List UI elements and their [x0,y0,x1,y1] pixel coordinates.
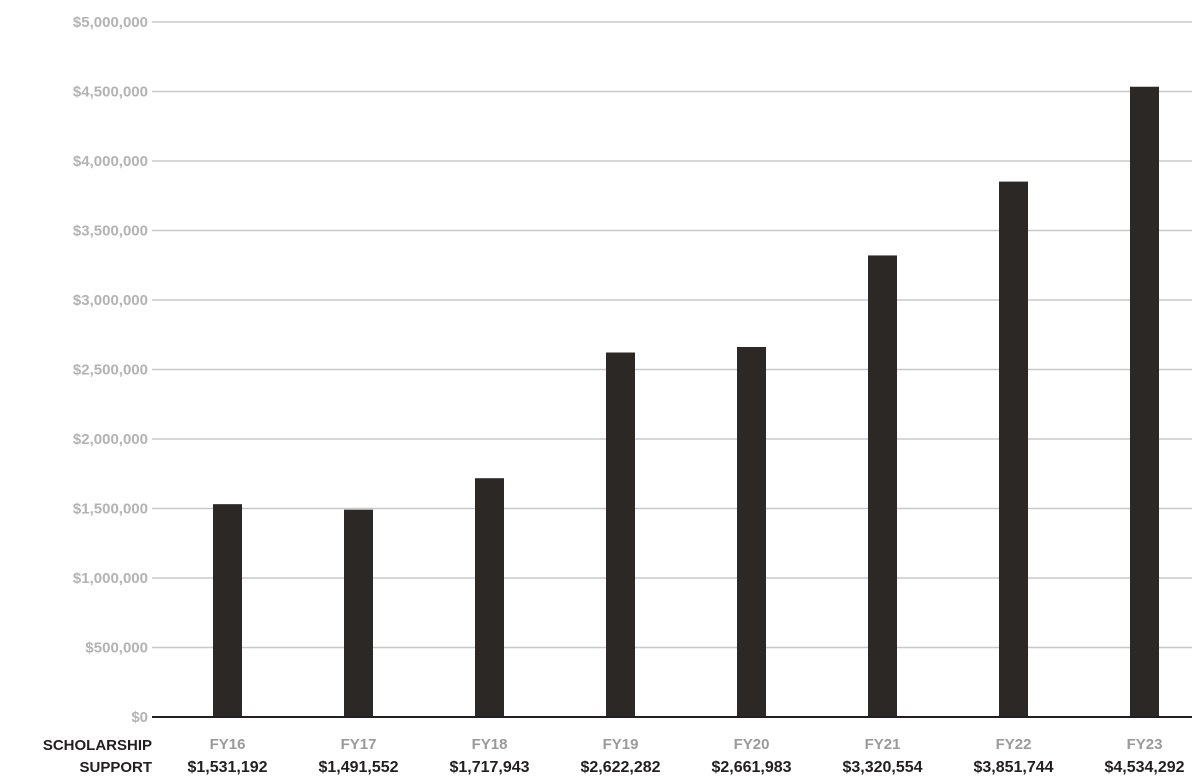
y-tick-label: $5,000,000 [73,14,148,31]
bars [213,86,1159,718]
bar-fy21 [868,255,897,717]
data-label: $3,851,744 [973,759,1053,776]
row-label-line1: SCHOLARSHIP [43,737,152,754]
bar-fy16 [213,504,242,717]
y-tick-label: $500,000 [85,640,148,657]
row-label: SCHOLARSHIP SUPPORT [43,737,152,776]
data-label: $2,622,282 [580,759,660,776]
y-tick-label: $1,500,000 [73,501,148,518]
x-tick-label: FY23 [1127,736,1163,753]
y-tick-label: $3,000,000 [73,292,148,309]
y-tick-label: $4,500,000 [73,84,148,101]
y-tick-label: $3,500,000 [73,223,148,240]
data-label: $2,661,983 [711,759,791,776]
x-tick-label: FY18 [472,736,508,753]
x-tick-label: FY19 [603,736,639,753]
bar-fy22 [999,181,1028,717]
x-tick-label: FY16 [210,736,246,753]
bar-fy19 [606,352,635,717]
bar-fy18 [475,478,504,717]
y-tick-label: $2,500,000 [73,362,148,379]
grid-lines [152,21,1192,649]
x-tick-label: FY22 [996,736,1032,753]
x-tick-label: FY20 [734,736,770,753]
x-tick-label: FY21 [865,736,901,753]
bar-fy17 [344,509,373,717]
y-tick-label: $0 [131,709,148,726]
data-label: $4,534,292 [1104,759,1184,776]
data-label: $1,717,943 [449,759,529,776]
x-axis-labels: FY16 $1,531,192 FY17 $1,491,552 FY18 $1,717,9… [187,736,1184,776]
x-tick-label: FY17 [341,736,377,753]
data-label: $1,531,192 [187,759,267,776]
row-label-line2: SUPPORT [79,759,152,776]
data-label: $3,320,554 [842,759,922,776]
y-tick-label: $1,000,000 [73,570,148,587]
y-tick-label: $4,000,000 [73,153,148,170]
y-tick-label: $2,000,000 [73,431,148,448]
bar-fy20 [737,346,766,717]
bar-fy23 [1130,86,1159,718]
y-axis-ticks: $0 $500,000 $1,000,000 $1,500,000 $2,000,000… [73,14,148,726]
data-label: $1,491,552 [318,759,398,776]
